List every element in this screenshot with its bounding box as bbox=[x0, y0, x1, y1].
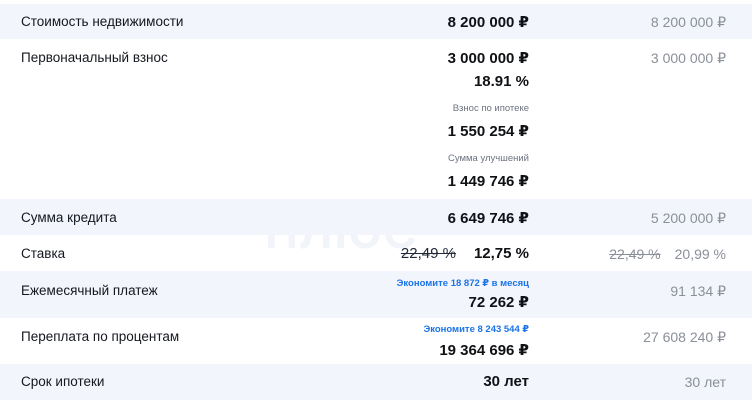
monthly-payment-compare-value: 91 134 ₽ bbox=[670, 283, 726, 299]
row-loan-amount: Сумма кредита 6 649 746 ₽ 5 200 000 ₽ bbox=[0, 199, 752, 235]
monthly-payment-label: Ежемесячный платеж bbox=[21, 283, 158, 298]
mortgage-contribution-value: 1 550 254 ₽ bbox=[447, 123, 529, 140]
term-label: Срок ипотеки bbox=[21, 374, 105, 389]
overpayment-value: 19 364 696 ₽ bbox=[439, 342, 529, 359]
overpayment-label: Переплата по процентам bbox=[21, 329, 180, 344]
term-compare-value: 30 лет bbox=[684, 374, 726, 390]
rate-label: Ставка bbox=[21, 246, 66, 261]
price-value: 8 200 000 ₽ bbox=[447, 14, 529, 31]
rate-old-value: 22,49 % bbox=[400, 245, 456, 262]
row-rate: Ставка 22,49 % 12,75 % 22,49 % 20,99 % bbox=[0, 235, 752, 271]
price-label: Стоимость недвижимости bbox=[21, 14, 184, 29]
loan-amount-value: 6 649 746 ₽ bbox=[447, 210, 529, 227]
overpayment-savings-note: Экономите 8 243 544 ₽ bbox=[423, 324, 529, 335]
row-interest-overpayment: Переплата по процентам Экономите 8 243 5… bbox=[0, 318, 752, 364]
improvements-value: 1 449 746 ₽ bbox=[447, 173, 529, 190]
rate-compare-old-value: 22,49 % bbox=[609, 246, 661, 262]
mortgage-contribution-label: Взнос по ипотеке bbox=[452, 103, 529, 114]
row-down-payment: Первоначальный взнос 3 000 000 ₽ 18.91 %… bbox=[0, 39, 752, 198]
term-value: 30 лет bbox=[483, 373, 529, 390]
rate-compare-new-value: 20,99 % bbox=[674, 246, 726, 262]
rate-new-value: 12,75 % bbox=[473, 245, 529, 262]
loan-amount-compare-value: 5 200 000 ₽ bbox=[650, 210, 726, 226]
down-payment-value: 3 000 000 ₽ bbox=[447, 50, 529, 67]
down-payment-label: Первоначальный взнос bbox=[21, 50, 168, 65]
monthly-payment-value: 72 262 ₽ bbox=[468, 294, 529, 311]
price-compare-value: 8 200 000 ₽ bbox=[650, 14, 726, 30]
down-payment-percent: 18.91 % bbox=[473, 73, 529, 90]
monthly-savings-note: Экономите 18 872 ₽ в месяц bbox=[396, 278, 529, 289]
down-payment-compare-value: 3 000 000 ₽ bbox=[650, 50, 726, 66]
row-monthly-payment: Ежемесячный платеж Экономите 18 872 ₽ в … bbox=[0, 271, 752, 318]
improvements-label: Сумма улучшений bbox=[447, 153, 529, 164]
rate-compare-values: 22,49 % 20,99 % bbox=[609, 246, 726, 262]
overpayment-compare-value: 27 608 240 ₽ bbox=[643, 329, 726, 345]
loan-amount-label: Сумма кредита bbox=[21, 210, 117, 225]
row-mortgage-term: Срок ипотеки 30 лет 30 лет bbox=[0, 364, 752, 400]
row-property-price: Стоимость недвижимости 8 200 000 ₽ 8 200… bbox=[0, 4, 752, 39]
rate-values: 22,49 % 12,75 % bbox=[401, 245, 529, 262]
